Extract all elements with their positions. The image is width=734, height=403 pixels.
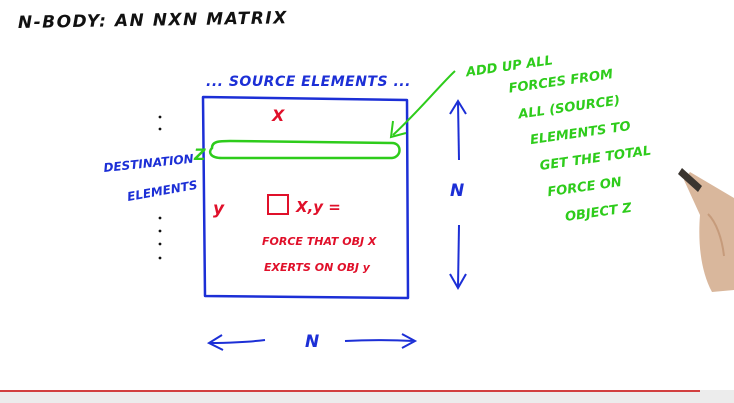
cell-description-line1: FORCE THAT OBJ X: [262, 235, 377, 248]
n-label-right: N: [450, 181, 464, 201]
column-marker-x: X: [271, 106, 285, 125]
destination-label: DESTINATION: [103, 152, 194, 175]
n-arrow-right: [344, 333, 418, 349]
n-arrow-up-line: [457, 101, 460, 161]
pen-hand-graphic: [678, 168, 734, 292]
cell-square: [267, 194, 289, 215]
dot: [158, 115, 162, 119]
matrix-box: [201, 95, 410, 300]
annotation-arrow-head: [389, 120, 407, 139]
z-marker: Z: [193, 145, 206, 164]
n-label-bottom: N: [305, 332, 319, 352]
annotation-text: ADD UP ALL FORCES FROM ALL (SOURCE) ELEM…: [464, 53, 652, 225]
dot: [158, 229, 162, 233]
dot: [158, 127, 162, 131]
annotation-line: GET THE TOTAL: [539, 144, 652, 174]
dot: [158, 216, 162, 220]
row-marker-y: y: [213, 199, 225, 219]
n-arrow-down-line: [457, 224, 460, 288]
cell-description-line2: EXERTS ON OBJ y: [264, 261, 371, 274]
page-title: N-BODY: AN NXN MATRIX: [18, 8, 288, 33]
annotation-arrow: [392, 70, 456, 136]
n-arrow-down-head: [449, 273, 467, 291]
annotation-line: ALL (SOURCE): [516, 93, 621, 122]
highlighted-row: [208, 139, 401, 160]
annotation-line: FORCE ON: [547, 175, 623, 200]
cell-label: X,y =: [295, 198, 341, 216]
annotation-line: OBJECT Z: [564, 201, 633, 225]
n-arrow-left: [206, 334, 266, 351]
annotation-line: ELEMENTS TO: [529, 119, 632, 148]
n-arrow-up-head: [449, 99, 467, 115]
dot: [158, 256, 162, 260]
elements-label: ELEMENTS: [126, 178, 198, 204]
video-bottom-bar: [0, 390, 734, 403]
dot: [158, 242, 162, 246]
source-elements-label: ... SOURCE ELEMENTS ...: [206, 74, 411, 90]
